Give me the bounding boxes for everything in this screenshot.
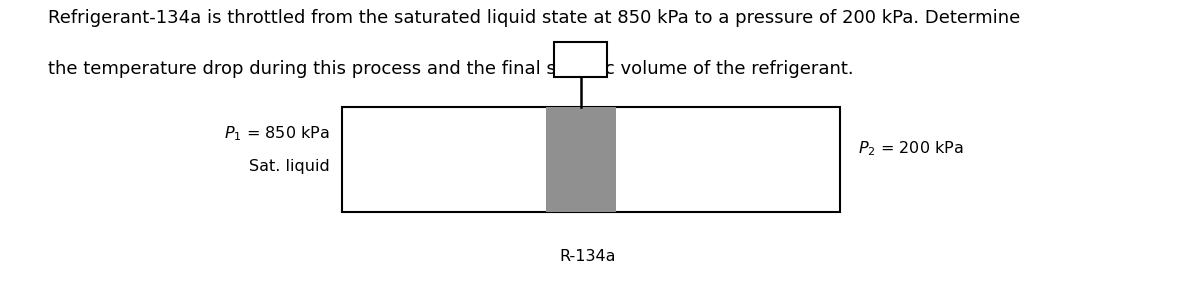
Text: Sat. liquid: Sat. liquid (250, 159, 330, 174)
Text: R-134a: R-134a (559, 249, 617, 264)
Text: $P_2$ = 200 kPa: $P_2$ = 200 kPa (858, 140, 964, 158)
Bar (554, 42, 607, 77)
Bar (546, 107, 616, 212)
Text: Refrigerant-134a is throttled from the saturated liquid state at 850 kPa to a pr: Refrigerant-134a is throttled from the s… (48, 9, 1020, 27)
Bar (342, 107, 840, 212)
Text: $P_1$ = 850 kPa: $P_1$ = 850 kPa (224, 125, 330, 143)
Text: the temperature drop during this process and the final specific volume of the re: the temperature drop during this process… (48, 60, 853, 77)
